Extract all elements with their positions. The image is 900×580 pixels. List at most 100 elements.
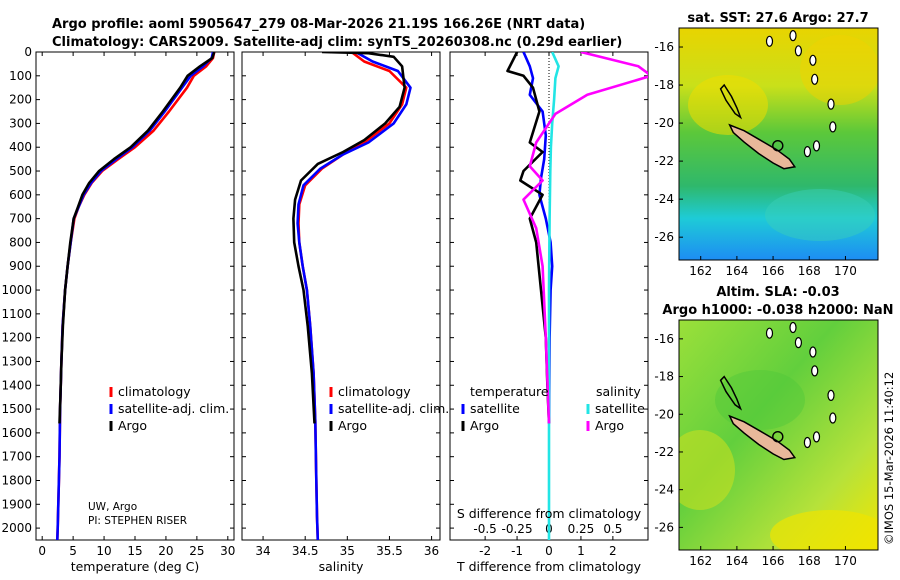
small-island [811, 365, 819, 377]
lat-tick-label: -24 [654, 192, 674, 206]
lat-tick-label: -16 [654, 332, 674, 346]
depth-tick-label: 1800 [1, 473, 32, 487]
sla-high-patch-south [770, 510, 878, 550]
legend-argo: Argo [338, 418, 367, 433]
salinity-lines [292, 52, 412, 540]
legend-argo: Argo [118, 418, 147, 433]
depth-tick-label: 700 [9, 212, 32, 226]
small-island [812, 431, 821, 443]
small-island [829, 412, 837, 424]
x-tick-label: 34 [255, 544, 270, 558]
x-tick-label: 1 [577, 544, 585, 558]
small-island [812, 140, 821, 152]
series-t-argo [506, 52, 551, 424]
temperature-axes [35, 51, 235, 541]
small-island [829, 121, 837, 133]
sla-low-patch [715, 370, 805, 430]
salinity-xlabel: salinity [319, 559, 364, 574]
x-tick-label: 2 [609, 544, 617, 558]
argo-position-marker [772, 139, 784, 152]
sst-warm-patch-east [800, 35, 878, 105]
credit-pi: PI: STEPHEN RISER [88, 515, 187, 527]
lon-tick-label: 164 [725, 554, 748, 568]
small-island [809, 54, 817, 66]
sst-coastline [719, 29, 837, 170]
sst-map-frame [678, 27, 879, 261]
legend-s-argo: Argo [595, 418, 624, 433]
legend-satellite: satellite-adj. clim. [118, 401, 229, 416]
salinity-axes [241, 51, 441, 541]
lon-tick-label: 166 [762, 554, 785, 568]
sla-map-title: Altim. SLA: -0.03 [716, 285, 839, 300]
small-island [803, 146, 812, 158]
x-tick-label: -2 [479, 544, 491, 558]
lon-tick-label: 166 [762, 264, 785, 278]
depth-tick-label: 1900 [1, 497, 32, 511]
temperature-axis-ticks: 0 5 10 15 20 25 30 [38, 52, 235, 558]
sla-map-ticks: 162 164 166 168 170 -16 -18 -20 -22 -24 -26 [654, 332, 856, 568]
legend-satellite: satellite-adj. clim. [338, 401, 449, 416]
sst-map-title: sat. SST: 27.6 Argo: 27.7 [687, 11, 868, 26]
x-tick-label: 20 [158, 544, 173, 558]
legend-climatology: climatology [338, 384, 411, 399]
temperature-legend: climatology satellite-adj. clim. Argo [109, 384, 229, 433]
depth-tick-label: 2000 [1, 521, 32, 535]
depth-tick-label: 1200 [1, 331, 32, 345]
difference-axis-ticks: -2 -1 0 1 2 [479, 52, 617, 558]
small-island [789, 321, 797, 334]
lon-tick-label: 162 [689, 554, 712, 568]
x-tick-label: 10 [96, 544, 111, 558]
x-tick-label: 25 [189, 544, 204, 558]
temperature-xlabel: temperature (deg C) [71, 559, 200, 574]
reef-outline [719, 83, 743, 120]
lon-tick-label: 168 [798, 264, 821, 278]
difference-legend: temperature salinity satellite Argo sate… [461, 384, 645, 433]
lat-tick-label: -22 [654, 154, 674, 168]
header-subtitle: Climatology: CARS2009. Satellite-adj cli… [52, 35, 622, 50]
depth-tick-label: 1700 [1, 450, 32, 464]
depth-tick-label: 1400 [1, 378, 32, 392]
depth-tick-label: 100 [9, 69, 32, 83]
difference-lines [506, 52, 648, 540]
depth-tick-label: 900 [9, 259, 32, 273]
x-tick-label: 5 [69, 544, 77, 558]
x-tick-label: 0 [38, 544, 46, 558]
small-island [765, 327, 774, 339]
temperature-panel: 0100200300400500600700800900100011001200… [1, 45, 235, 574]
sla-high-patch [679, 430, 735, 510]
lat-tick-label: -22 [654, 445, 674, 459]
x-tick-label: 36 [424, 544, 439, 558]
legend-s-satellite: satellite [595, 401, 645, 416]
lat-tick-label: -20 [654, 407, 674, 421]
sst-map-ticks: 162 164 166 168 170 -16 -18 -20 -22 -24 -26 [654, 40, 856, 278]
legend-climatology: climatology [118, 384, 191, 399]
salinity-axis-ticks: 34 34.5 35 35.5 36 [255, 52, 439, 558]
legend-header-salinity: salinity [596, 384, 641, 399]
s-diff-tick-label: -0.5 [473, 522, 496, 536]
temperature-lines [56, 52, 216, 540]
difference-depth-ticks [450, 51, 648, 529]
small-island [789, 29, 797, 42]
x-tick-label: 34.5 [292, 544, 319, 558]
small-island [827, 389, 835, 401]
lon-tick-label: 162 [689, 264, 712, 278]
lat-tick-label: -26 [654, 520, 674, 534]
difference-xlabel-top: S difference from climatology [457, 506, 642, 521]
reef-outline [719, 375, 743, 411]
small-island [765, 35, 774, 47]
credit-institution: UW, Argo [88, 501, 137, 513]
lat-tick-label: -26 [654, 230, 674, 244]
depth-tick-label: 1100 [1, 307, 32, 321]
s-diff-tick-label: 0.5 [603, 522, 622, 536]
small-island [794, 337, 803, 349]
lon-tick-label: 164 [725, 264, 748, 278]
depth-tick-label: 1500 [1, 402, 32, 416]
x-tick-label: 0 [545, 544, 553, 558]
sla-coastline [719, 321, 837, 461]
x-tick-label: -1 [511, 544, 523, 558]
sla-map-subtitle: Argo h1000: -0.038 h2000: NaN [662, 303, 893, 318]
x-tick-label: 15 [127, 544, 142, 558]
small-island [827, 98, 835, 110]
small-island [809, 346, 817, 358]
